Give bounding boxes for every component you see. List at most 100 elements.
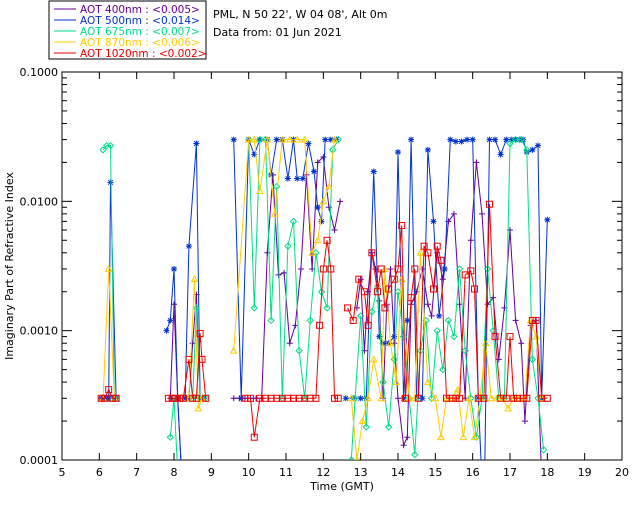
data-point <box>297 265 304 272</box>
data-point <box>286 340 293 347</box>
data-point <box>105 395 112 402</box>
legend-label: AOT 675nm : <0.007> <box>80 26 200 38</box>
series-line <box>347 204 548 399</box>
series-aot-870nm <box>99 135 546 460</box>
data-point <box>497 151 504 158</box>
data-point <box>193 140 200 147</box>
data-point <box>289 217 298 226</box>
data-point <box>458 138 465 145</box>
legend-label: AOT 1020nm : <0.002> <box>80 48 207 60</box>
data-point <box>428 312 435 319</box>
data-point <box>470 433 479 441</box>
data-point <box>325 182 333 190</box>
data-point <box>300 135 309 143</box>
x-tick-label: 12 <box>316 466 330 479</box>
data-point <box>176 394 184 402</box>
data-point <box>405 394 413 402</box>
data-point <box>323 236 331 244</box>
data-point <box>107 179 114 186</box>
data-point <box>398 222 406 230</box>
data-point <box>506 333 514 341</box>
data-point <box>376 297 383 304</box>
data-point <box>284 175 291 182</box>
data-point <box>444 316 453 325</box>
data-point <box>471 285 479 293</box>
x-tick-label: 5 <box>59 466 66 479</box>
data-point <box>344 304 352 312</box>
data-point <box>354 455 360 460</box>
data-point <box>529 146 536 153</box>
data-point <box>261 135 270 144</box>
series-aot-1020nm <box>97 200 551 441</box>
series-line <box>356 162 542 460</box>
data-point <box>251 151 258 158</box>
data-point <box>469 136 476 143</box>
data-point <box>400 442 407 449</box>
data-point <box>299 175 306 182</box>
data-point <box>247 394 255 402</box>
data-point <box>430 218 437 225</box>
data-point <box>270 209 279 217</box>
data-point <box>364 321 372 329</box>
data-point <box>411 265 419 273</box>
data-point <box>292 322 299 329</box>
data-point <box>349 316 357 324</box>
data-point <box>163 327 170 334</box>
data-point <box>256 187 264 194</box>
series-line <box>233 139 335 351</box>
data-point <box>485 200 493 208</box>
data-point <box>185 243 192 250</box>
data-point <box>411 450 419 459</box>
data-point <box>334 394 342 402</box>
data-point <box>305 140 312 147</box>
data-point <box>319 265 327 273</box>
data-point <box>273 136 280 143</box>
data-point <box>281 269 288 276</box>
data-point <box>492 136 499 143</box>
data-point <box>318 218 325 225</box>
data-point <box>486 136 493 143</box>
legend: AOT 400nm : <0.005>AOT 500nm : <0.014>AO… <box>48 0 207 60</box>
data-point <box>453 385 462 393</box>
series-line <box>102 268 115 399</box>
data-point <box>164 394 172 402</box>
data-point <box>312 394 320 402</box>
data-point <box>167 317 174 324</box>
data-point <box>370 168 377 175</box>
data-point <box>316 321 324 329</box>
data-point <box>347 456 356 460</box>
data-point <box>543 394 551 402</box>
x-tick-label: 13 <box>354 466 368 479</box>
series-layer <box>97 135 551 460</box>
data-point <box>395 395 401 402</box>
data-point <box>416 248 425 256</box>
x-tick-label: 18 <box>540 466 554 479</box>
data-point <box>508 136 515 143</box>
data-point <box>314 204 321 211</box>
data-point <box>427 394 436 402</box>
data-point <box>331 227 338 234</box>
data-point <box>404 434 411 441</box>
data-point <box>356 312 365 320</box>
data-point <box>467 267 475 275</box>
data-point <box>437 433 445 441</box>
data-point <box>285 135 294 143</box>
data-point <box>192 304 201 312</box>
data-point <box>192 394 200 402</box>
data-point <box>452 138 459 145</box>
data-point <box>376 333 383 340</box>
data-point <box>106 141 115 150</box>
data-point <box>342 395 349 402</box>
data-point <box>347 394 356 402</box>
data-point <box>385 285 393 293</box>
data-point <box>464 136 471 143</box>
data-point <box>377 265 385 273</box>
series-line <box>188 279 203 409</box>
data-point <box>250 433 258 441</box>
data-point <box>493 394 501 402</box>
x-tick-label: 15 <box>428 466 442 479</box>
x-tick-label: 17 <box>503 466 517 479</box>
data-point <box>400 395 407 402</box>
data-point <box>395 149 401 156</box>
data-point <box>450 332 458 341</box>
